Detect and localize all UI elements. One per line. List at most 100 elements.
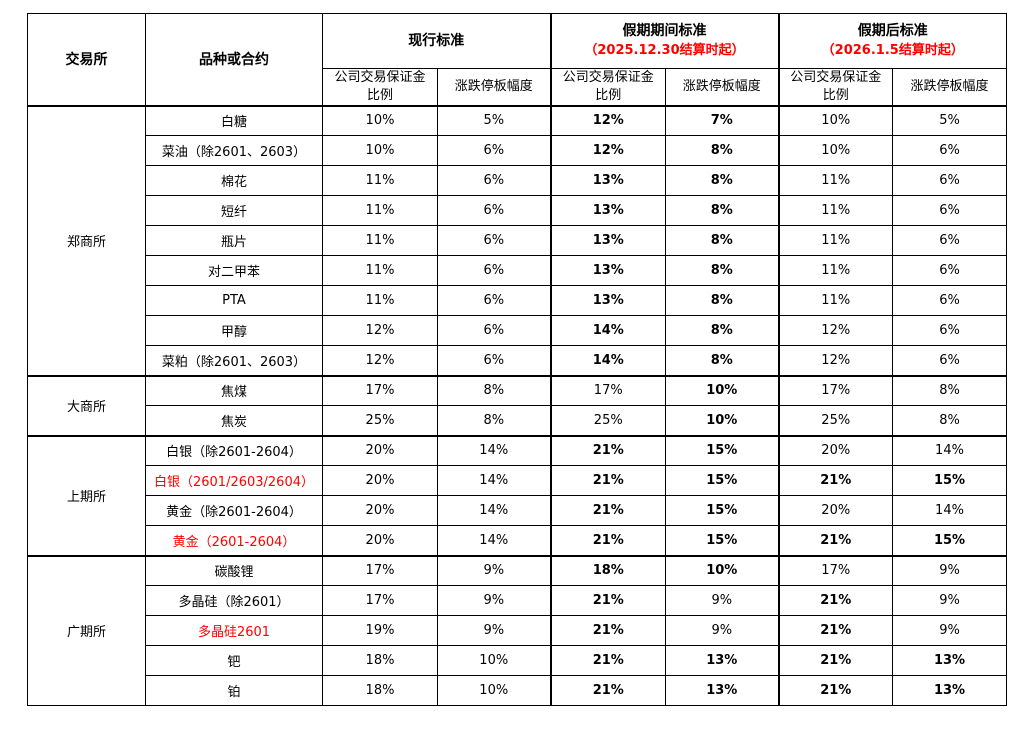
section-subtitle-post-holiday: （2026.1.5结算时起） — [821, 42, 964, 58]
table-row: 铂 18% 10% 21% 13% 21% 13% — [28, 675, 1007, 706]
post-limit-cell: 9% — [892, 615, 1007, 646]
holiday-limit-cell: 8% — [665, 135, 779, 166]
product-cell: 黄金（除2601-2604） — [145, 495, 323, 526]
table-row: 郑商所 白糖 10% 5% 12% 7% 10% 5% — [27, 104, 1007, 376]
post-margin-cell: 17% — [777, 554, 893, 586]
subheader-current-margin: 公司交易保证金比例 — [322, 68, 438, 107]
current-limit-cell: 14% — [437, 434, 551, 466]
current-margin-cell: 18% — [322, 645, 438, 676]
post-margin-cell: 11% — [777, 285, 893, 316]
current-margin-cell: 11% — [322, 195, 438, 226]
product-cell: 焦炭 — [145, 405, 323, 436]
current-margin-cell: 17% — [322, 585, 438, 616]
current-limit-cell: 14% — [437, 465, 551, 496]
exchange-cell: 大商所 — [27, 374, 146, 436]
current-margin-cell: 19% — [322, 615, 438, 646]
holiday-margin-cell: 14% — [549, 315, 666, 346]
holiday-limit-cell: 8% — [665, 315, 779, 346]
table-row: 多晶硅（除2601） 17% 9% 21% 9% 21% 9% — [28, 585, 1007, 616]
holiday-limit-cell: 15% — [665, 525, 779, 556]
product-cell: 白银（除2601-2604） — [145, 434, 323, 466]
current-margin-cell: 17% — [322, 374, 438, 406]
product-cell: 甲醇 — [145, 315, 323, 346]
holiday-margin-cell: 13% — [549, 165, 666, 196]
post-margin-cell: 11% — [777, 255, 893, 286]
current-margin-cell: 20% — [322, 465, 438, 496]
holiday-margin-cell: 21% — [549, 615, 666, 646]
product-cell: 碳酸锂 — [145, 554, 323, 586]
holiday-limit-cell: 13% — [665, 645, 779, 676]
post-margin-cell: 25% — [777, 405, 893, 436]
product-cell: 白糖 — [145, 104, 323, 136]
current-margin-cell: 20% — [322, 434, 438, 466]
current-limit-cell: 9% — [437, 585, 551, 616]
table-row: 棉花 11% 6% 13% 8% 11% 6% — [28, 165, 1007, 196]
exchange-cell: 上期所 — [27, 434, 146, 556]
current-limit-cell: 14% — [437, 495, 551, 526]
holiday-limit-cell: 15% — [665, 434, 779, 466]
product-cell: 铂 — [145, 675, 323, 706]
header-exchange: 交易所 — [27, 13, 146, 106]
current-limit-cell: 8% — [437, 405, 551, 436]
holiday-limit-cell: 15% — [665, 495, 779, 526]
holiday-margin-cell: 13% — [549, 195, 666, 226]
post-limit-cell: 15% — [892, 525, 1007, 556]
post-margin-cell: 10% — [777, 135, 893, 166]
holiday-margin-cell: 25% — [549, 405, 666, 436]
current-limit-cell: 6% — [437, 345, 551, 376]
holiday-margin-cell: 12% — [549, 104, 666, 136]
table-row: 大商所 焦煤 17% 8% 17% 10% 17% 8% — [27, 374, 1007, 436]
table-row: 上期所 白银（除2601-2604） 20% 14% 21% 15% 20% 14% — [27, 434, 1007, 556]
table-row: 黄金（2601-2604） 20% 14% 21% 15% 21% 15% — [28, 525, 1007, 556]
exchange-cell: 广期所 — [27, 554, 146, 706]
holiday-limit-cell: 9% — [665, 585, 779, 616]
section-title-current: 现行标准 — [408, 32, 465, 49]
holiday-margin-cell: 21% — [549, 495, 666, 526]
post-margin-cell: 20% — [777, 434, 893, 466]
product-cell: 棉花 — [145, 165, 323, 196]
current-limit-cell: 6% — [437, 255, 551, 286]
current-margin-cell: 11% — [322, 165, 438, 196]
holiday-limit-cell: 8% — [665, 285, 779, 316]
table-row: 菜油（除2601、2603） 10% 6% 12% 8% 10% 6% — [28, 135, 1007, 166]
post-limit-cell: 8% — [892, 405, 1007, 436]
section-subtitle-holiday: （2025.12.30结算时起） — [584, 42, 745, 58]
post-margin-cell: 11% — [777, 195, 893, 226]
holiday-limit-cell: 15% — [665, 465, 779, 496]
current-margin-cell: 12% — [322, 345, 438, 376]
holiday-limit-cell: 10% — [665, 374, 779, 406]
margin-standards-table: 交易所 品种或合约 现行标准 假期期间标准 （2025.12.30结算时起） 假… — [27, 13, 1007, 706]
product-cell: 焦煤 — [145, 374, 323, 406]
post-limit-cell: 9% — [892, 585, 1007, 616]
product-cell: 菜油（除2601、2603） — [145, 135, 323, 166]
post-margin-cell: 11% — [777, 165, 893, 196]
current-limit-cell: 6% — [437, 165, 551, 196]
holiday-limit-cell: 9% — [665, 615, 779, 646]
header-row-subcolumns: 公司交易保证金比例 涨跌停板幅度 公司交易保证金比例 涨跌停板幅度 公司交易保证… — [28, 68, 1007, 107]
current-margin-cell: 10% — [322, 104, 438, 136]
holiday-margin-cell: 21% — [549, 675, 666, 706]
post-margin-cell: 11% — [777, 225, 893, 256]
holiday-limit-cell: 8% — [665, 225, 779, 256]
current-margin-cell: 20% — [322, 525, 438, 556]
current-limit-cell: 10% — [437, 645, 551, 676]
post-limit-cell: 5% — [892, 104, 1007, 136]
current-margin-cell: 18% — [322, 675, 438, 706]
post-margin-cell: 21% — [777, 645, 893, 676]
holiday-margin-cell: 18% — [549, 554, 666, 586]
current-margin-cell: 11% — [322, 255, 438, 286]
product-cell: 黄金（2601-2604） — [145, 525, 323, 556]
holiday-margin-cell: 21% — [549, 465, 666, 496]
current-margin-cell: 10% — [322, 135, 438, 166]
holiday-margin-cell: 17% — [549, 374, 666, 406]
holiday-margin-cell: 21% — [549, 434, 666, 466]
post-margin-cell: 21% — [777, 465, 893, 496]
header-product: 品种或合约 — [145, 13, 323, 106]
current-limit-cell: 10% — [437, 675, 551, 706]
post-limit-cell: 6% — [892, 345, 1007, 376]
post-limit-cell: 8% — [892, 374, 1007, 406]
post-margin-cell: 20% — [777, 495, 893, 526]
current-limit-cell: 8% — [437, 374, 551, 406]
table-row: 多晶硅2601 19% 9% 21% 9% 21% 9% — [28, 615, 1007, 646]
post-limit-cell: 14% — [892, 434, 1007, 466]
